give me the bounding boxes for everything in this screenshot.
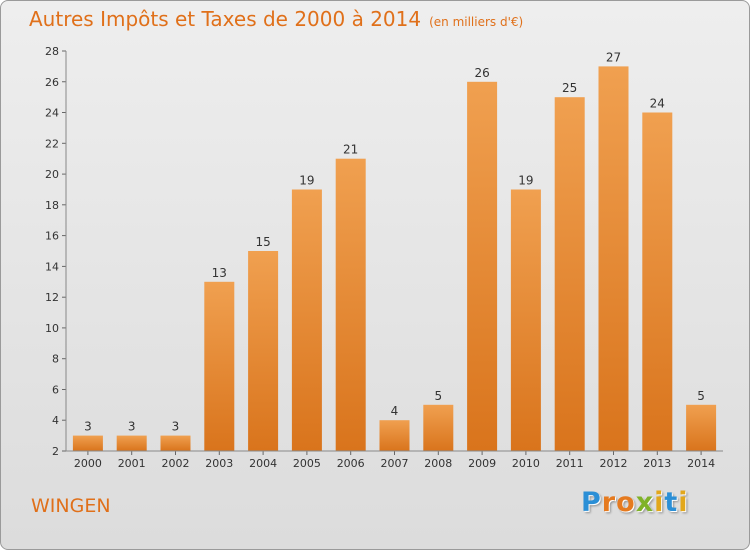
y-tick-label: 20 bbox=[45, 168, 59, 181]
logo-letter: i bbox=[678, 487, 689, 518]
x-tick-label: 2006 bbox=[337, 457, 365, 470]
bar-value-label: 24 bbox=[650, 97, 665, 111]
x-tick-label: 2013 bbox=[643, 457, 671, 470]
x-tick-label: 2000 bbox=[74, 457, 102, 470]
bar-value-label: 19 bbox=[299, 174, 314, 188]
x-tick-label: 2010 bbox=[512, 457, 540, 470]
y-tick-label: 18 bbox=[45, 199, 59, 212]
y-tick-label: 4 bbox=[52, 414, 59, 427]
y-tick-label: 26 bbox=[45, 76, 59, 89]
logo-letter: P bbox=[581, 487, 602, 518]
bar-2012 bbox=[598, 66, 629, 452]
x-tick-label: 2003 bbox=[205, 457, 233, 470]
bar-2010 bbox=[510, 189, 541, 451]
y-tick-label: 24 bbox=[45, 107, 59, 120]
bar-value-label: 26 bbox=[474, 66, 489, 80]
bar-2006 bbox=[335, 158, 366, 451]
y-tick-label: 10 bbox=[45, 322, 59, 335]
logo-letter: o bbox=[616, 487, 636, 518]
x-tick-label: 2009 bbox=[468, 457, 496, 470]
logo-letter: i bbox=[654, 487, 665, 518]
bar-2007 bbox=[379, 420, 410, 451]
logo-letter: t bbox=[664, 487, 679, 518]
bar-2009 bbox=[467, 81, 498, 452]
y-tick-label: 22 bbox=[45, 137, 59, 150]
bar-2004 bbox=[248, 251, 279, 451]
x-tick-label: 2011 bbox=[556, 457, 584, 470]
y-tick-label: 8 bbox=[52, 353, 59, 366]
chart-title-block: Autres Impôts et Taxes de 2000 à 2014 (en… bbox=[29, 7, 523, 31]
bar-2014 bbox=[686, 404, 717, 451]
bar-2003 bbox=[204, 281, 235, 451]
logo-letter: x bbox=[635, 487, 655, 518]
bar-value-label: 3 bbox=[128, 420, 136, 434]
proxiti-logo: Proxiti bbox=[581, 487, 689, 518]
chart-subtitle: (en milliers d'€) bbox=[429, 15, 524, 29]
bar-2001 bbox=[116, 435, 147, 451]
x-tick-label: 2007 bbox=[381, 457, 409, 470]
bar-value-label: 5 bbox=[697, 389, 705, 403]
place-name: WINGEN bbox=[31, 495, 111, 517]
bar-value-label: 3 bbox=[172, 420, 180, 434]
bar-value-label: 19 bbox=[518, 174, 533, 188]
y-tick-label: 14 bbox=[45, 260, 59, 273]
bar-value-label: 13 bbox=[212, 266, 227, 280]
logo-letter: r bbox=[601, 487, 617, 518]
y-tick-label: 6 bbox=[52, 384, 59, 397]
y-tick-label: 12 bbox=[45, 291, 59, 304]
bar-value-label: 3 bbox=[84, 420, 92, 434]
bar-2000 bbox=[72, 435, 103, 451]
x-tick-label: 2008 bbox=[424, 457, 452, 470]
bar-2013 bbox=[642, 112, 673, 451]
bar-value-label: 15 bbox=[255, 235, 270, 249]
y-tick-label: 2 bbox=[52, 445, 59, 458]
bar-value-label: 4 bbox=[391, 404, 399, 418]
y-tick-label: 28 bbox=[45, 45, 59, 58]
x-tick-label: 2014 bbox=[687, 457, 715, 470]
axes-group: 2000 2001 2002 2003 2004 2005 2006 2007 2008 2009… bbox=[45, 45, 723, 470]
bar-2002 bbox=[160, 435, 191, 451]
x-tick-label: 2002 bbox=[162, 457, 190, 470]
x-tick-label: 2004 bbox=[249, 457, 277, 470]
bar-value-label: 27 bbox=[606, 50, 621, 64]
bar-2005 bbox=[291, 189, 322, 451]
bars-group: 3 3 3 13 15 19 21 4 5 26 19 25 27 24 5 bbox=[72, 50, 717, 452]
x-tick-label: 2005 bbox=[293, 457, 321, 470]
bar-2008 bbox=[423, 404, 454, 451]
x-tick-label: 2012 bbox=[600, 457, 628, 470]
bar-2011 bbox=[554, 97, 585, 451]
chart-title: Autres Impôts et Taxes de 2000 à 2014 bbox=[29, 7, 422, 31]
y-tick-label: 16 bbox=[45, 230, 59, 243]
bar-value-label: 5 bbox=[434, 389, 442, 403]
bar-value-label: 25 bbox=[562, 81, 577, 95]
x-tick-label: 2001 bbox=[118, 457, 146, 470]
bar-value-label: 21 bbox=[343, 143, 358, 157]
